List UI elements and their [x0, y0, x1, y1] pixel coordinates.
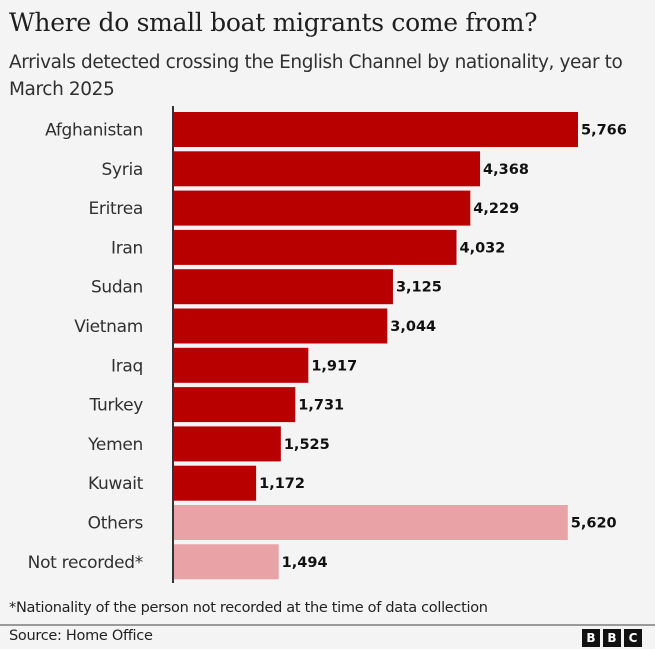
labels-layer: Afghanistan 5,766 Syria 4,368 Eritrea 4,229 Ir…	[28, 121, 627, 573]
category-label-not-recorded: Not recorded*	[28, 553, 143, 573]
bar-yemen	[174, 426, 281, 462]
value-label-vietnam: 3,044	[390, 319, 436, 335]
value-label-sudan: 3,125	[396, 280, 442, 296]
value-label-kuwait: 1,172	[259, 476, 305, 492]
footnote: *Nationality of the person not recorded …	[9, 600, 488, 616]
category-label-syria: Syria	[102, 160, 143, 180]
footer-divider	[0, 624, 655, 626]
value-label-iran: 4,032	[460, 240, 506, 256]
bbc-logo-letter: B	[603, 629, 621, 647]
bar-not-recorded	[174, 544, 279, 580]
bar-afghanistan	[174, 112, 578, 147]
category-label-iraq: Iraq	[111, 356, 143, 376]
bbc-logo-letter: B	[582, 629, 600, 647]
category-label-vietnam: Vietnam	[74, 317, 143, 337]
chart-subtitle: Arrivals detected crossing the English C…	[9, 52, 623, 100]
bar-syria	[174, 151, 481, 187]
value-label-eritrea: 4,229	[473, 201, 519, 217]
bar-iran	[174, 229, 457, 265]
category-label-kuwait: Kuwait	[88, 474, 144, 494]
bar-vietnam	[174, 308, 388, 344]
bbc-logo: B B C	[582, 629, 642, 647]
value-label-turkey: 1,731	[298, 398, 344, 414]
source-text: Source: Home Office	[9, 628, 153, 644]
category-label-turkey: Turkey	[88, 396, 143, 416]
bars-layer	[174, 112, 578, 580]
bar-eritrea	[174, 190, 471, 226]
bar-iraq	[174, 347, 309, 383]
category-label-yemen: Yemen	[87, 435, 143, 455]
bar-turkey	[174, 387, 296, 423]
value-label-others: 5,620	[571, 516, 617, 532]
category-label-afghanistan: Afghanistan	[45, 121, 143, 141]
value-label-yemen: 1,525	[284, 437, 330, 453]
category-label-eritrea: Eritrea	[88, 199, 143, 219]
bar-chart: Afghanistan 5,766 Syria 4,368 Eritrea 4,229 Ir…	[28, 106, 627, 583]
value-label-afghanistan: 5,766	[581, 123, 627, 139]
category-label-sudan: Sudan	[91, 278, 143, 298]
bar-sudan	[174, 269, 393, 305]
category-label-iran: Iran	[111, 238, 143, 258]
bbc-logo-letter: C	[624, 629, 642, 647]
value-label-syria: 4,368	[483, 162, 529, 178]
bar-others	[174, 505, 568, 540]
bar-kuwait	[174, 465, 257, 501]
category-label-others: Others	[88, 514, 144, 534]
value-label-not-recorded: 1,494	[282, 555, 328, 571]
value-label-iraq: 1,917	[311, 358, 357, 374]
chart-title: Where do small boat migrants come from?	[9, 8, 538, 37]
